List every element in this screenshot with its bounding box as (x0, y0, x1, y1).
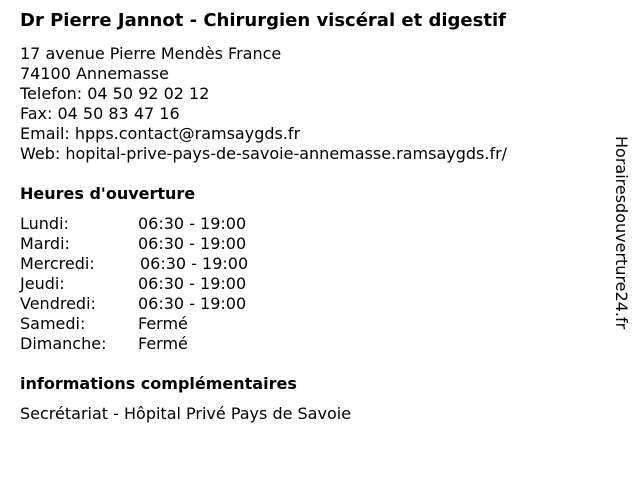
info-heading: informations complémentaires (20, 374, 297, 393)
info-text: Secrétariat - Hôpital Privé Pays de Savo… (20, 404, 352, 423)
hours-table: Lundi: 06:30 - 19:00 Mardi: 06:30 - 19:00 … (20, 214, 248, 354)
hours-row: Vendredi: 06:30 - 19:00 (20, 294, 248, 314)
day: Mercredi: (20, 254, 95, 273)
time: Fermé (138, 314, 188, 333)
day: Mardi: (20, 234, 70, 253)
day: Jeudi: (20, 274, 65, 293)
time: 06:30 - 19:00 (138, 274, 247, 293)
hours-row: Mardi: 06:30 - 19:00 (20, 234, 248, 254)
phone: Telefon: 04 50 92 02 12 (20, 84, 210, 103)
watermark: Horairesdouverture24.fr (612, 136, 631, 330)
hours-row: Dimanche: Fermé (20, 334, 248, 354)
hours-heading: Heures d'ouverture (20, 184, 196, 203)
day: Vendredi: (20, 294, 96, 313)
hours-row: Samedi: Fermé (20, 314, 248, 334)
time: 06:30 - 19:00 (138, 234, 247, 253)
time: 06:30 - 19:00 (140, 254, 249, 273)
day: Samedi: (20, 314, 86, 333)
hours-row: Mercredi: 06:30 - 19:00 (20, 254, 248, 274)
website: Web: hopital-prive-pays-de-savoie-annema… (20, 144, 508, 163)
hours-row: Jeudi: 06:30 - 19:00 (20, 274, 248, 294)
contact-block: 17 avenue Pierre Mendès France 74100 Ann… (20, 44, 507, 164)
city: 74100 Annemasse (20, 64, 169, 83)
page-title: Dr Pierre Jannot - Chirurgien viscéral e… (20, 10, 506, 31)
street: 17 avenue Pierre Mendès France (20, 44, 282, 63)
day: Dimanche: (20, 334, 107, 353)
fax: Fax: 04 50 83 47 16 (20, 104, 180, 123)
email: Email: hpps.contact@ramsaygds.fr (20, 124, 301, 143)
hours-row: Lundi: 06:30 - 19:00 (20, 214, 248, 234)
time: Fermé (138, 334, 188, 353)
time: 06:30 - 19:00 (138, 294, 247, 313)
day: Lundi: (20, 214, 69, 233)
time: 06:30 - 19:00 (138, 214, 247, 233)
